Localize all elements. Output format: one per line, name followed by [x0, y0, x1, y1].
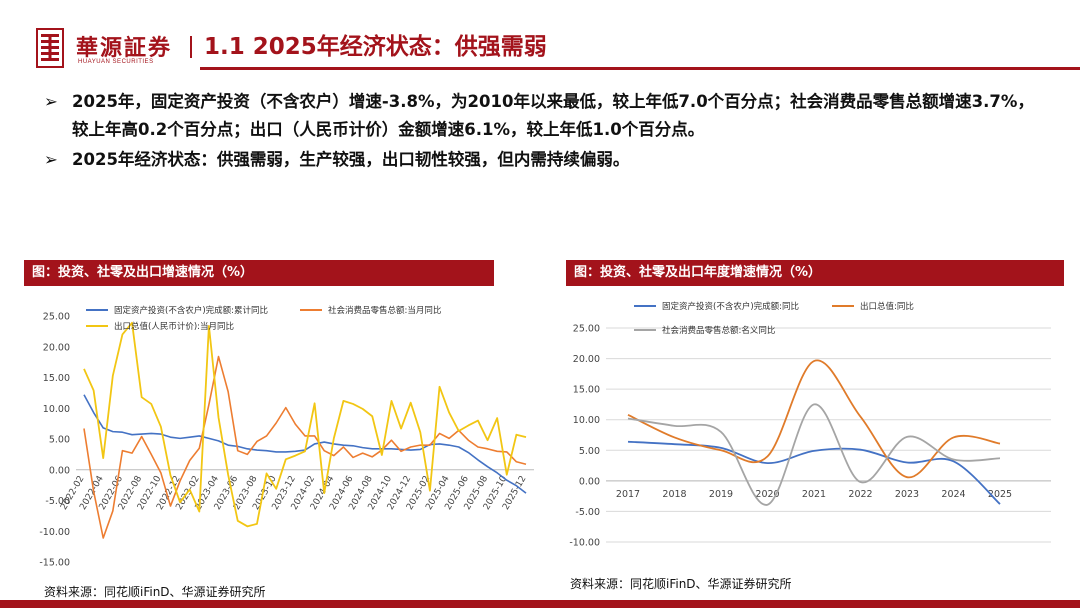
left-chart-title: 图：投资、社零及出口增速情况（%）: [24, 260, 494, 286]
legend-label: 固定资产投资(不含农户)完成额:累计同比: [114, 305, 268, 316]
y-tick-label: 25.00: [573, 324, 600, 335]
logo-divider: [190, 36, 192, 58]
series-line-3: [627, 403, 1001, 506]
y-tick-label: 20.00: [573, 354, 600, 365]
y-tick-label: 10.00: [573, 415, 600, 426]
legend-label: 固定资产投资(不含农户)完成额:同比: [662, 301, 799, 312]
page-header: 華源証券 HUAYUAN SECURITIES 1.1 2025年经济状态：供强…: [0, 0, 1080, 74]
arrow-bullet-icon: ➢: [44, 92, 58, 111]
y-tick-label: 10.00: [43, 404, 70, 415]
logo-name: 華源証券: [76, 35, 173, 61]
y-tick-label: -15.00: [39, 558, 70, 569]
y-tick-label: 0.00: [579, 476, 600, 487]
x-tick-label: 2024: [941, 489, 965, 500]
y-tick-label: -5.00: [45, 496, 70, 507]
y-tick-label: 25.00: [43, 312, 70, 323]
y-tick-label: 15.00: [43, 373, 70, 384]
y-tick-label: 15.00: [573, 385, 600, 396]
legend-label: 社会消费品零售总额:当月同比: [328, 305, 441, 316]
logo-subtitle: HUAYUAN SECURITIES: [78, 59, 154, 65]
y-tick-label: 5.00: [49, 435, 70, 446]
series-line-1: [627, 440, 1001, 505]
y-tick-label: 5.00: [579, 446, 600, 457]
legend-label: 出口总值:同比: [860, 301, 914, 312]
y-tick-label: 20.00: [43, 342, 70, 353]
y-tick-label: -10.00: [569, 538, 600, 549]
bullet-item: ➢ 2025年经济状态：供强需弱，生产较强，出口韧性较强，但内需持续偏弱。: [42, 146, 1042, 174]
x-tick-label: 2019: [709, 489, 733, 500]
right-chart-source: 资料来源：同花顺iFinD、华源证券研究所: [570, 577, 792, 591]
legend-label: 出口总值(人民币计价):当月同比: [114, 321, 234, 332]
footer-bar: [0, 600, 1080, 608]
x-tick-label: 2021: [802, 489, 826, 500]
summary-bullets: ➢ 2025年，固定资产投资（不含农户）增速-3.8%，为2010年以来最低，较…: [42, 88, 1042, 176]
x-tick-label: 2022: [848, 489, 872, 500]
logo-mark: [36, 28, 64, 68]
y-tick-label: -5.00: [575, 507, 600, 518]
y-tick-label: -10.00: [39, 527, 70, 538]
bullet-text: 2025年，固定资产投资（不含农户）增速-3.8%，为2010年以来最低，较上年…: [72, 92, 1034, 139]
series-line-3: [83, 321, 527, 528]
bullet-text: 2025年经济状态：供强需弱，生产较强，出口韧性较强，但内需持续偏弱。: [72, 150, 630, 169]
x-tick-label: 2017: [616, 489, 640, 500]
y-tick-label: 0.00: [49, 465, 70, 476]
x-tick-label: 2025: [988, 489, 1012, 500]
right-line-chart: 25.00 20.00 15.00 10.00 5.00 0.00 -5.00 -10.00 2…: [569, 301, 1051, 549]
series-line-2: [83, 355, 527, 539]
left-line-chart: 25.00 20.00 15.00 10.00 5.00 0.00 -5.00 -10.00 -…: [39, 305, 534, 569]
right-chart-title: 图：投资、社零及出口年度增速情况（%）: [566, 260, 1064, 286]
left-chart-source: 资料来源：同花顺iFinD、华源证券研究所: [44, 585, 266, 599]
header-rule: [200, 67, 1080, 70]
x-tick-label: 2018: [662, 489, 686, 500]
x-tick-label: 2023: [895, 489, 919, 500]
arrow-bullet-icon: ➢: [44, 150, 58, 169]
page-title: 1.1 2025年经济状态：供强需弱: [204, 34, 547, 60]
x-tick-label: 2020: [755, 489, 779, 500]
logo-pattern-icon: [41, 34, 59, 61]
bullet-item: ➢ 2025年，固定资产投资（不含农户）增速-3.8%，为2010年以来最低，较…: [42, 88, 1042, 144]
legend-label: 社会消费品零售总额:名义同比: [662, 325, 775, 336]
series-line-2: [627, 359, 1001, 479]
